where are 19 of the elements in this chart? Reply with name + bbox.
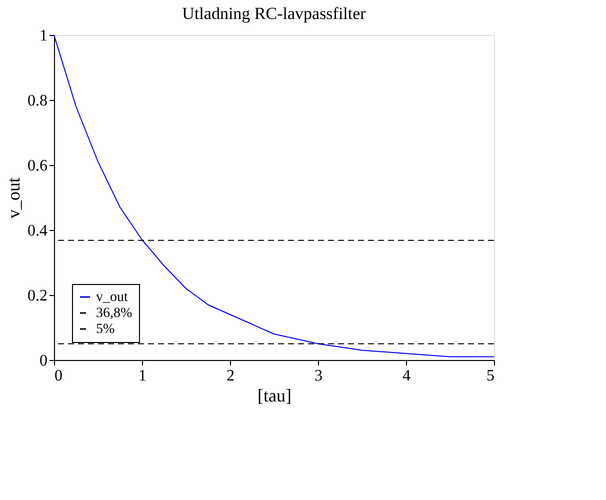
legend-label: 5% <box>96 322 115 337</box>
x-tick-label: 2 <box>226 368 234 384</box>
legend-label: 36,8% <box>96 306 132 321</box>
x-tick-label: 1 <box>138 368 146 384</box>
y-tick-label: 0.8 <box>28 92 48 110</box>
x-axis-title: [tau] <box>258 386 292 406</box>
y-tick-label: 0.4 <box>28 222 48 240</box>
y-tick-label: 0 <box>40 352 48 370</box>
y-tick-label: 1 <box>40 28 48 44</box>
x-tick-label: 3 <box>314 368 322 384</box>
x-tick-label: 4 <box>402 368 410 384</box>
x-tick-label: 0 <box>54 368 62 384</box>
chart-title: Utladning RC-lavpassfilter <box>182 4 366 23</box>
y-tick-label: 0.6 <box>28 158 48 174</box>
legend-label: v_out <box>96 290 128 305</box>
x-tick-label: 5 <box>486 368 494 384</box>
line-series <box>54 35 494 358</box>
y-tick-label: 0.2 <box>28 288 48 304</box>
y-axis-title: v_out <box>4 177 24 219</box>
